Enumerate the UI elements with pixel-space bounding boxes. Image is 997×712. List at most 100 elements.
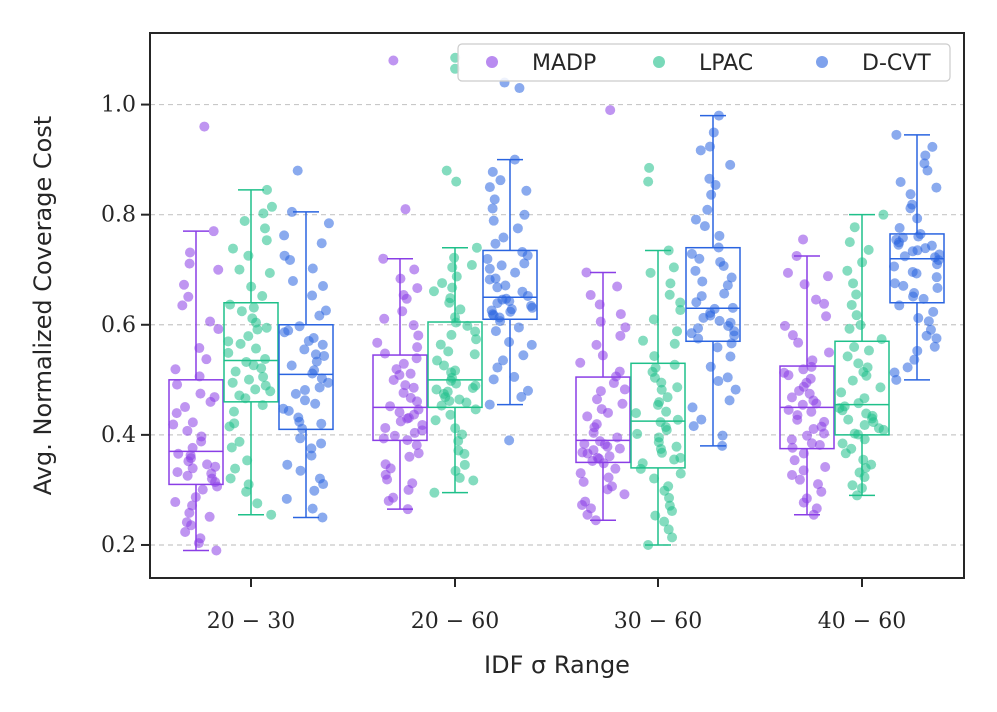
- data-point: [445, 293, 456, 304]
- data-point: [408, 320, 419, 331]
- data-point: [615, 330, 626, 341]
- data-point: [650, 362, 661, 373]
- data-point: [517, 247, 528, 258]
- data-point: [714, 230, 725, 241]
- legend-box: [457, 43, 951, 82]
- data-point: [875, 382, 886, 393]
- data-point: [436, 400, 447, 411]
- data-point: [804, 388, 815, 399]
- data-point: [380, 459, 391, 470]
- data-point: [389, 430, 400, 441]
- data-point: [617, 398, 628, 409]
- data-point: [290, 388, 301, 399]
- data-point: [664, 500, 675, 511]
- data-point: [454, 394, 465, 405]
- data-point: [500, 280, 511, 291]
- data-point: [822, 271, 833, 282]
- data-point: [849, 428, 860, 439]
- outlier-point: [514, 83, 525, 94]
- data-point: [468, 475, 479, 486]
- data-point: [787, 442, 798, 453]
- data-point: [294, 321, 305, 332]
- data-point: [320, 305, 331, 316]
- data-point: [513, 322, 524, 333]
- box-layer: [168, 114, 945, 552]
- data-point: [492, 282, 503, 293]
- outlier-point: [605, 105, 616, 116]
- data-point: [717, 430, 728, 441]
- data-point: [614, 443, 625, 454]
- y-tick-label: 0.4: [101, 423, 136, 448]
- data-point: [498, 232, 509, 243]
- data-point: [920, 150, 931, 161]
- data-point: [187, 417, 198, 428]
- data-point: [665, 278, 676, 289]
- data-point: [208, 226, 219, 237]
- data-point: [407, 478, 418, 489]
- data-point: [181, 517, 192, 528]
- data-point: [180, 402, 191, 413]
- data-point: [230, 366, 241, 377]
- data-point: [314, 473, 325, 484]
- data-point: [645, 267, 656, 278]
- data-point: [261, 235, 272, 246]
- data-point: [259, 223, 270, 234]
- y-axis-label: Avg. Normalized Coverage Cost: [29, 116, 57, 495]
- data-point: [316, 238, 327, 249]
- legend-marker: [486, 56, 498, 68]
- x-tick-label: 20 − 60: [411, 609, 499, 634]
- data-point: [316, 373, 327, 384]
- data-point: [236, 306, 247, 317]
- data-point: [649, 351, 660, 362]
- data-point: [317, 339, 328, 350]
- data-point: [521, 185, 532, 196]
- data-point: [239, 215, 250, 226]
- data-point: [397, 306, 408, 317]
- data-point: [506, 304, 517, 315]
- data-point: [675, 452, 686, 463]
- data-point: [398, 358, 409, 369]
- data-point: [453, 445, 464, 456]
- x-tick-label: 20 − 30: [207, 609, 295, 634]
- data-point: [659, 516, 670, 527]
- data-point: [517, 286, 528, 297]
- data-point: [653, 432, 664, 443]
- x-tick-label: 40 − 60: [818, 609, 906, 634]
- data-point: [413, 448, 424, 459]
- y-tick-label: 0.6: [101, 313, 136, 338]
- data-point: [411, 440, 422, 451]
- data-point: [184, 247, 195, 258]
- data-point: [451, 271, 462, 282]
- data-point: [519, 209, 530, 220]
- data-point: [435, 339, 446, 350]
- data-point: [697, 276, 708, 287]
- data-point: [579, 438, 590, 449]
- data-point: [317, 512, 328, 523]
- data-point: [209, 392, 220, 403]
- data-point: [661, 406, 672, 417]
- data-point: [592, 394, 603, 405]
- data-point: [213, 324, 224, 335]
- data-point: [603, 472, 614, 483]
- data-point: [170, 364, 181, 375]
- data-point: [637, 458, 648, 469]
- data-point: [725, 351, 736, 362]
- plot-frame: [149, 32, 965, 579]
- data-point: [457, 429, 468, 440]
- data-point: [931, 182, 942, 193]
- data-point: [496, 260, 507, 271]
- data-point: [706, 189, 717, 200]
- axis-layer: 0.2 0.4 0.6 0.8 1.0 20 − 30 20 − 60 30 − 60 40 −…: [101, 93, 906, 634]
- data-point: [715, 256, 726, 267]
- data-point: [919, 158, 930, 169]
- data-point: [725, 317, 736, 328]
- data-point: [604, 451, 615, 462]
- data-point: [194, 343, 205, 354]
- data-point: [591, 419, 602, 430]
- data-point: [588, 445, 599, 456]
- data-point: [487, 166, 498, 177]
- data-point: [264, 267, 275, 278]
- data-point: [314, 382, 325, 393]
- data-point: [309, 485, 320, 496]
- data-point: [266, 201, 277, 212]
